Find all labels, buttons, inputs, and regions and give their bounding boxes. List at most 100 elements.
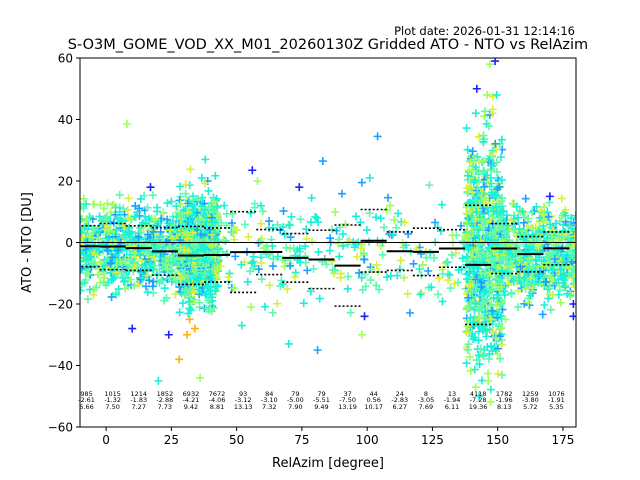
data-point xyxy=(214,237,223,246)
data-point xyxy=(250,203,259,212)
data-point xyxy=(438,297,447,306)
data-point xyxy=(473,185,482,194)
data-point xyxy=(285,221,294,230)
data-point xyxy=(205,305,214,314)
data-point xyxy=(302,234,311,243)
data-point xyxy=(268,223,277,232)
data-point xyxy=(489,257,498,266)
data-point xyxy=(280,230,289,239)
y-axis-ticks: −60 −40 −20 0 20 40 60 xyxy=(48,52,80,435)
data-point xyxy=(124,227,133,236)
data-point xyxy=(150,261,159,270)
data-point xyxy=(540,203,549,212)
bin-count-label: 37 xyxy=(343,390,351,398)
bin-std-label: 7.90 xyxy=(288,403,302,411)
data-point xyxy=(535,227,544,236)
x-tick-label: 100 xyxy=(356,433,379,447)
data-point xyxy=(471,275,480,284)
data-point xyxy=(200,245,209,254)
bin-mean-label: -1.94 xyxy=(444,396,461,404)
data-point xyxy=(471,215,480,224)
data-point xyxy=(544,294,553,303)
data-point xyxy=(283,285,292,294)
data-point xyxy=(388,230,397,239)
outlier-point xyxy=(545,192,554,201)
data-point xyxy=(496,312,505,321)
data-point xyxy=(477,278,486,287)
data-point xyxy=(341,220,350,229)
data-point xyxy=(415,264,424,273)
data-point xyxy=(546,259,555,268)
data-point xyxy=(146,259,155,268)
outlier-point xyxy=(373,132,382,141)
data-point xyxy=(109,200,118,209)
data-point xyxy=(338,241,347,250)
data-point xyxy=(279,207,288,216)
data-point xyxy=(171,278,180,287)
data-point xyxy=(327,225,336,234)
data-point xyxy=(240,220,249,229)
bin-mean-label: -1.96 xyxy=(496,396,513,404)
y-tick-label: 20 xyxy=(58,175,73,189)
data-point xyxy=(143,271,152,280)
data-point xyxy=(351,239,360,248)
data-point xyxy=(167,197,176,206)
data-point xyxy=(185,285,194,294)
data-point xyxy=(301,252,310,261)
data-point xyxy=(149,277,158,286)
data-point xyxy=(400,218,409,227)
data-point xyxy=(571,282,576,291)
data-point xyxy=(454,278,463,287)
data-point xyxy=(247,303,256,312)
bin-annotations: 985-2.616.66 1015-1.327.50 1214-1.837.27 18… xyxy=(78,390,565,411)
data-point xyxy=(107,292,116,301)
data-point xyxy=(130,261,139,270)
outlier-point xyxy=(357,178,366,187)
data-point xyxy=(80,202,86,211)
outlier-point xyxy=(365,173,374,182)
data-point xyxy=(247,259,256,268)
bin-count-label: 6932 xyxy=(183,390,200,398)
outlier-point xyxy=(357,330,366,339)
data-point xyxy=(463,257,472,266)
bin-mean-label: -3.80 xyxy=(522,396,539,404)
data-point xyxy=(185,297,194,306)
data-point xyxy=(520,213,529,222)
data-point xyxy=(566,237,575,246)
data-point xyxy=(476,344,485,353)
data-point xyxy=(137,220,146,229)
data-point xyxy=(102,234,111,243)
y-axis-label: ATO - NTO [DU] xyxy=(20,192,35,293)
data-point xyxy=(546,305,555,314)
data-point xyxy=(278,223,287,232)
data-point xyxy=(527,274,536,283)
data-point xyxy=(290,273,299,282)
data-point xyxy=(395,265,404,274)
data-point xyxy=(393,271,402,280)
data-point xyxy=(479,166,488,175)
data-point xyxy=(522,242,531,251)
data-point xyxy=(492,208,501,217)
data-point xyxy=(182,286,191,295)
data-point xyxy=(497,336,506,345)
data-point xyxy=(501,229,510,238)
data-point xyxy=(479,156,488,165)
data-point xyxy=(99,204,108,213)
data-point xyxy=(492,90,501,99)
data-point xyxy=(431,218,440,227)
bin-std-label: 13.13 xyxy=(234,403,253,411)
y-tick-label: 40 xyxy=(58,113,73,127)
data-point xyxy=(569,264,576,273)
bin-count-label: 1214 xyxy=(130,390,147,398)
data-point xyxy=(495,182,504,191)
data-point xyxy=(375,285,384,294)
data-point xyxy=(201,262,210,271)
data-point xyxy=(365,209,374,218)
data-point xyxy=(80,228,86,237)
data-point xyxy=(244,232,253,241)
data-point xyxy=(172,202,181,211)
data-point xyxy=(163,265,172,274)
data-point xyxy=(315,294,324,303)
data-point xyxy=(468,246,477,255)
